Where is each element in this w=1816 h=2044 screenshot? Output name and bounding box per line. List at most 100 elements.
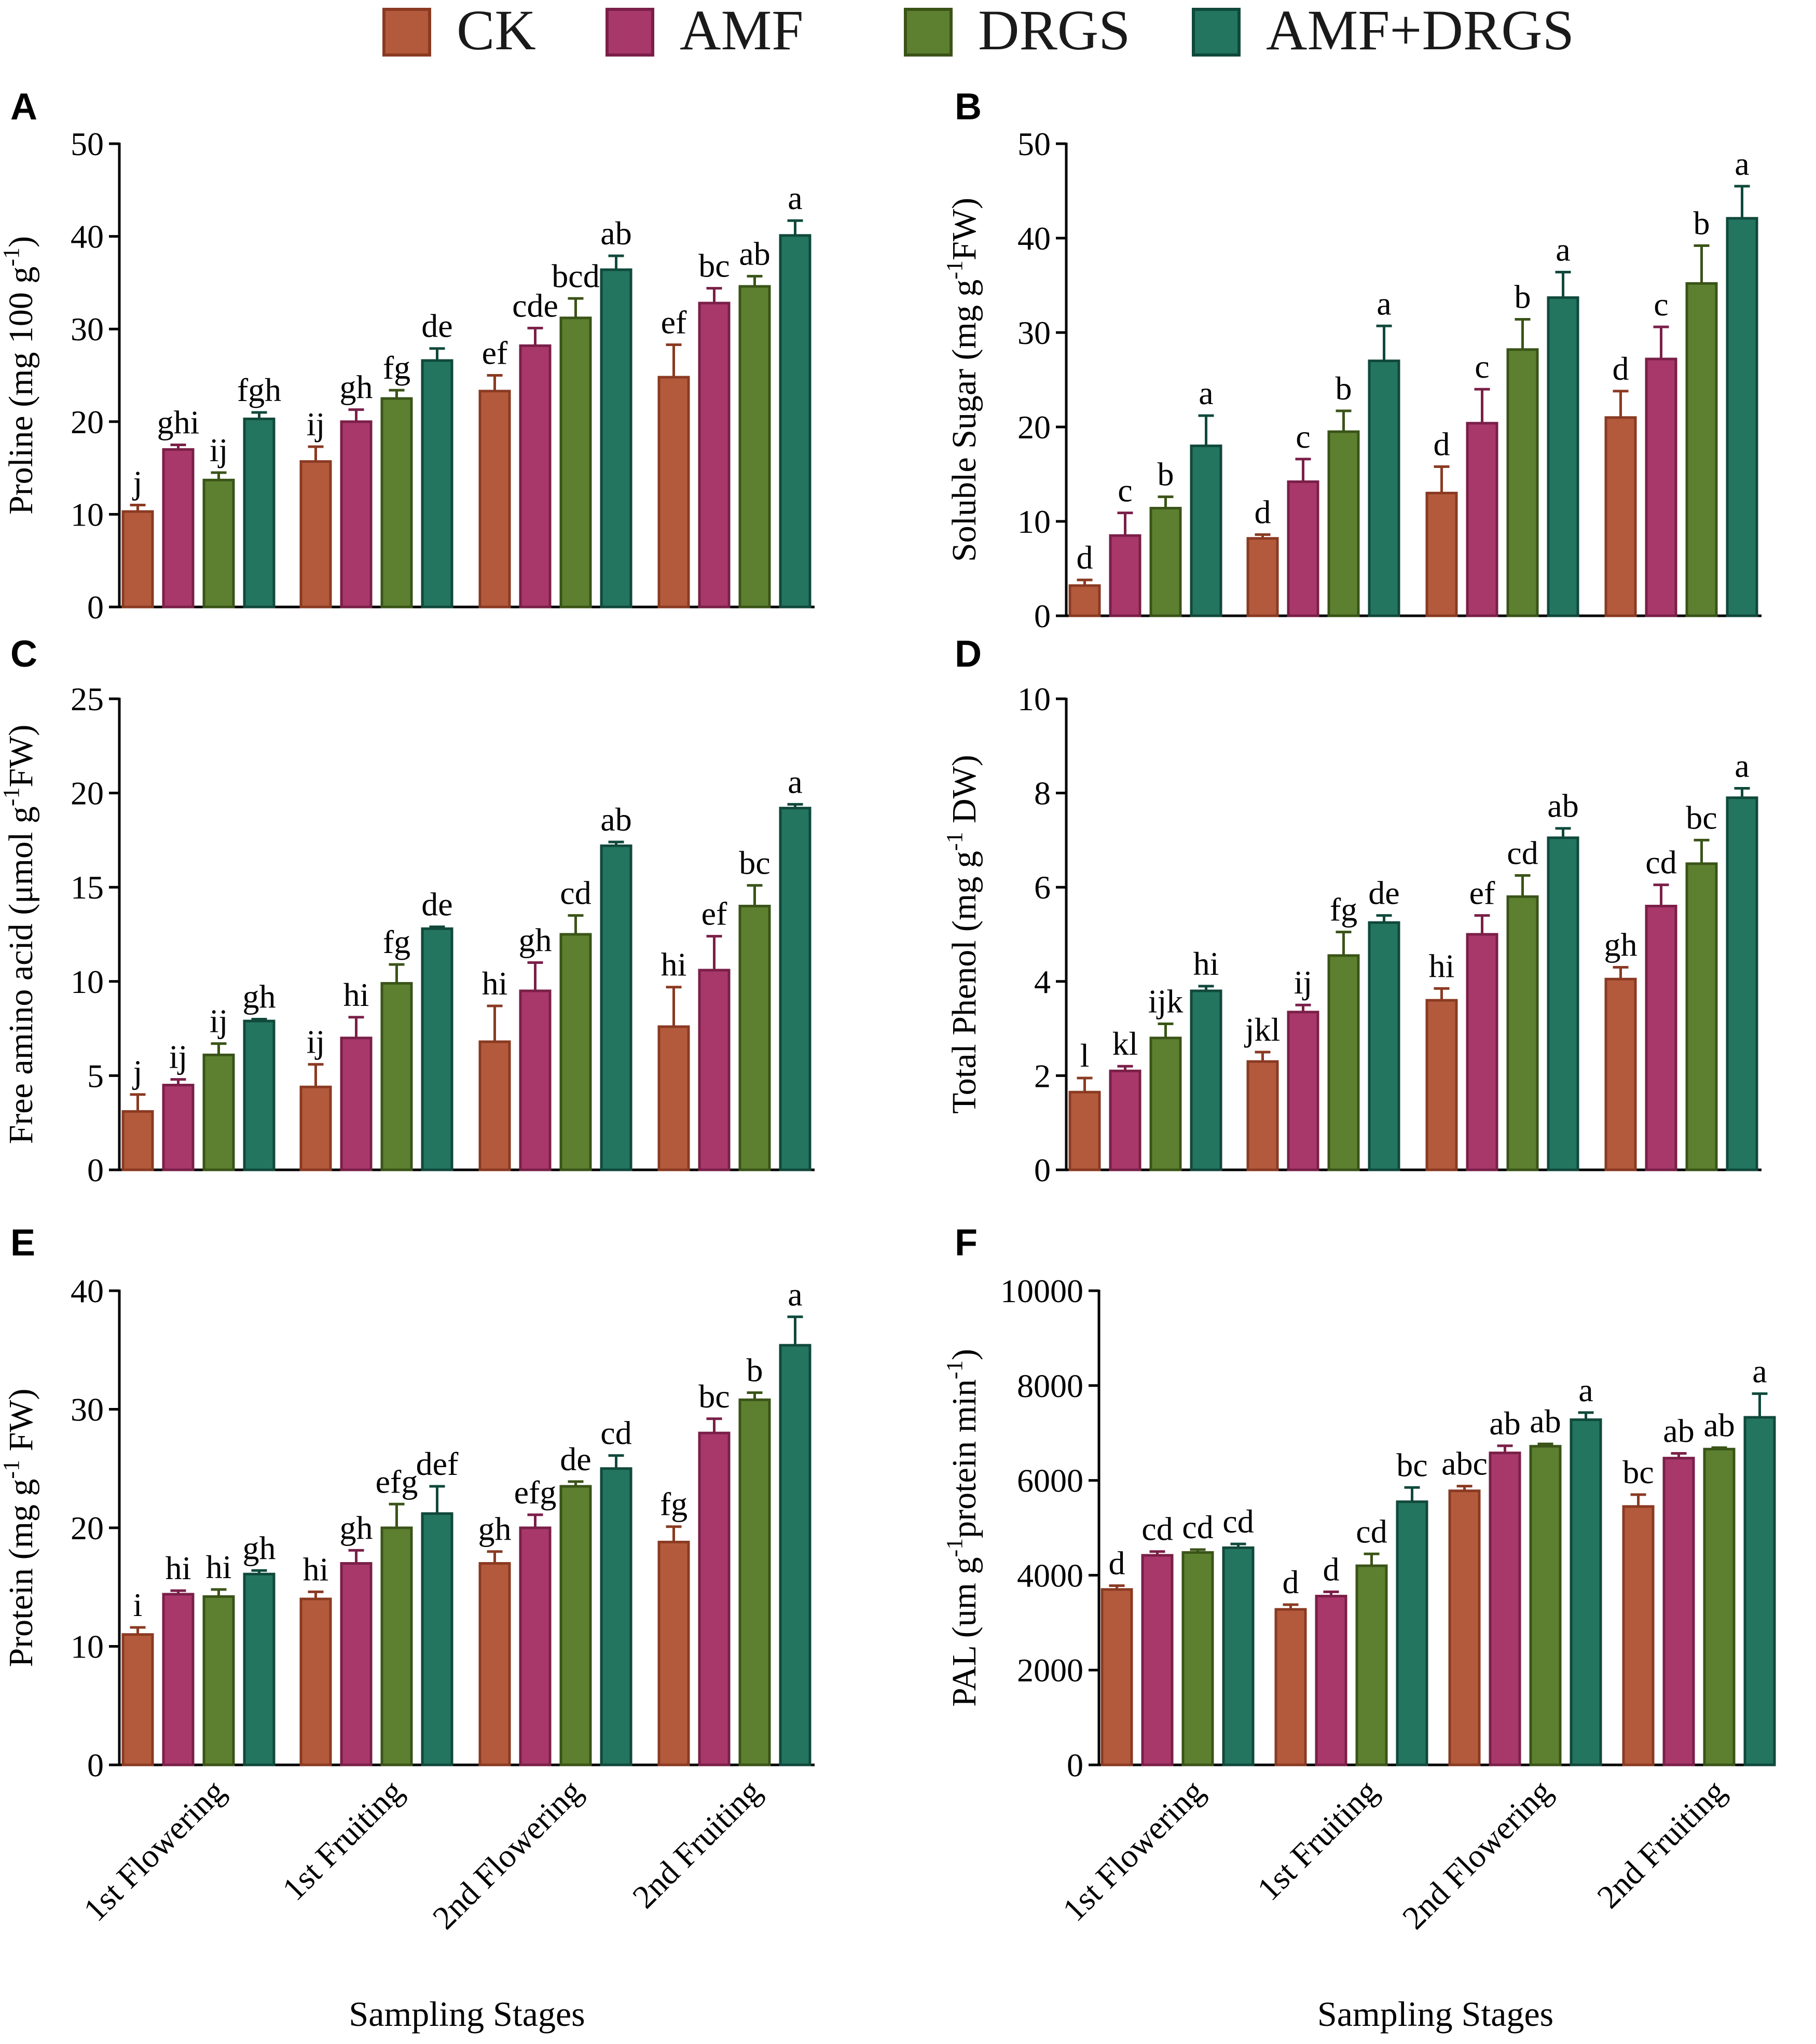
significance-letter: fg [1330,891,1357,928]
y-tick-label: 20 [71,404,104,440]
y-tick-label: 40 [71,218,104,255]
bar-ck [1274,1608,1307,1766]
significance-letter: ef [661,304,687,341]
significance-letter: ab [1530,1403,1561,1440]
y-tick-label: 0 [1034,1152,1051,1189]
y-tick-label: 8 [1034,775,1051,812]
significance-letter: a [1752,1352,1767,1389]
significance-letter: i [133,1586,143,1623]
y-axis-label: Proline (mg 100 g-1) [0,236,40,515]
y-tick-label: 30 [71,311,104,348]
y-axis-label-superscript: -1 [942,1538,967,1557]
significance-letter: fg [383,923,410,960]
significance-letter: ab [1489,1405,1520,1442]
y-tick-label: 0 [87,589,104,626]
bar-drgs [559,933,592,1171]
significance-letter: hi [166,1550,191,1586]
y-tick-label: 8000 [1017,1368,1083,1404]
x-category-label: 2nd Fruiting [1590,1773,1732,1915]
bar-drgs [202,1595,235,1766]
y-tick-label: 0 [1034,598,1051,634]
significance-letter: ef [701,895,727,932]
bar-drgs [1685,282,1718,617]
bar-amf [698,301,731,609]
y-axis-label-part: Soluble Sugar (mg g [945,280,983,562]
significance-letter: gh [243,978,276,1015]
y-axis-label-part: ) [945,1349,983,1360]
bar-drgs [380,982,413,1171]
legend-label: AMF [680,0,803,62]
panel-letter: A [10,86,37,128]
panel-letter: C [10,633,37,675]
bar-drgs [1355,1564,1388,1766]
bar-amf-drgs [1190,989,1222,1171]
bar-amf [1466,933,1498,1171]
bar-drgs [1327,954,1360,1171]
bar-drgs [559,1485,592,1766]
significance-letter: cd [1356,1513,1387,1550]
bar-ck [299,1085,332,1171]
y-tick-label: 25 [71,681,104,717]
y-axis-label: Protein (mg g-1 FW) [0,1388,40,1667]
panel-letter: B [955,86,982,128]
significance-letter: ef [1469,875,1495,911]
significance-letter: ij [210,1003,228,1040]
significance-letter: bc [1622,1454,1654,1490]
significance-letter: cd [1141,1511,1173,1548]
significance-letter: cd [1645,844,1676,881]
significance-letter: ij [307,1024,325,1060]
x-category-label: 1st Fruiting [1250,1773,1385,1908]
bar-ck [657,376,690,609]
significance-letter: cde [512,287,558,324]
y-axis-label-part: PAL (um g [945,1557,983,1707]
bar-amf [162,1593,195,1766]
bar-amf-drgs [1547,836,1579,1171]
bar-amf [1287,480,1319,617]
bar-drgs [559,316,592,609]
significance-letter: ij [169,1039,188,1075]
significance-letter: b [1515,279,1531,315]
y-axis-label-part: FW) [945,198,983,260]
significance-letter: c [1654,286,1668,323]
bar-amf [519,1526,552,1766]
bar-amf-drgs [600,268,632,609]
significance-letter: l [1080,1037,1090,1074]
x-category-label: 1st Flowering [76,1773,232,1928]
bar-amf [1645,905,1677,1171]
y-axis-label: Free amino acid (μmol g-1FW) [0,725,40,1144]
y-tick-label: 0 [87,1152,104,1189]
significance-letter: d [1434,425,1450,462]
significance-letter: gh [1604,927,1638,963]
bar-amf [1109,1069,1141,1171]
legend-label: AMF+DRGS [1266,0,1574,62]
significance-letter: hi [661,946,687,983]
bar-drgs [1703,1447,1736,1766]
bar-amf [1662,1457,1695,1766]
bar-ck [121,510,154,609]
bar-amf [340,1037,373,1171]
bar-ck [1448,1489,1481,1766]
bar-amf-drgs [1222,1546,1255,1766]
significance-letter: hi [1429,947,1455,984]
y-tick-label: 10 [71,1628,104,1665]
bar-amf-drgs [779,234,811,609]
significance-letter: cd [1182,1509,1213,1545]
panel-letter: D [955,633,982,675]
significance-letter: bc [698,247,730,284]
significance-letter: bc [1686,799,1717,836]
bar-ck [1068,1090,1101,1171]
bar-amf [1315,1595,1347,1766]
y-tick-label: 20 [71,1510,104,1546]
y-tick-label: 30 [1017,314,1051,351]
y-tick-label: 5 [87,1057,104,1094]
significance-letter: de [421,886,452,922]
x-category-label: 1st Flowering [1055,1773,1211,1928]
y-tick-label: 4000 [1017,1557,1083,1594]
bar-amf [1645,357,1677,617]
y-axis-label-part: Free amino acid (μmol g [2,806,40,1144]
significance-letter: gh [478,1511,512,1548]
bar-drgs [1327,430,1360,617]
significance-letter: gh [243,1529,276,1566]
y-axis-label-part: FW) [2,725,40,788]
